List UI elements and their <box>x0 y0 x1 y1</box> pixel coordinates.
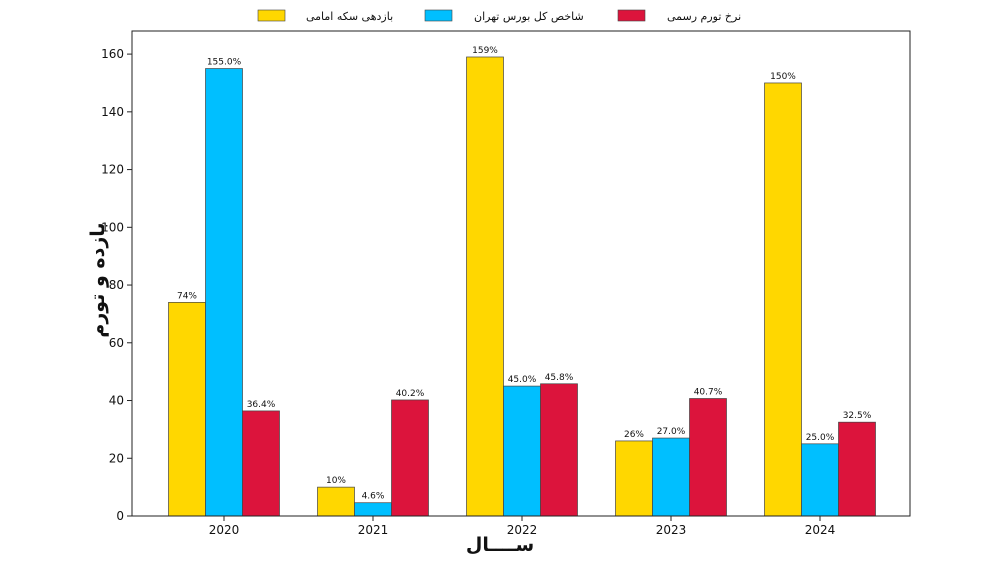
bar <box>391 399 429 517</box>
y-tick-label: 20 <box>109 451 124 465</box>
legend-swatch <box>424 9 453 22</box>
plot-frame <box>131 30 911 517</box>
legend: بازدهی سکه امامی شاخص کل بورس تهران نرخ تو… <box>257 9 741 23</box>
data-label: 159% <box>472 46 498 56</box>
x-tick-label: 2023 <box>656 523 687 537</box>
y-tick-label: 0 <box>116 509 124 523</box>
data-label: 155.0% <box>207 58 242 68</box>
data-label: 36.4% <box>247 400 276 410</box>
y-tick-label: 160 <box>101 47 124 61</box>
y-axis-title: بازده و تورم <box>87 222 109 337</box>
bar <box>317 486 355 517</box>
data-label: 10% <box>326 476 346 486</box>
legend-label: شاخص کل بورس تهران <box>474 10 584 23</box>
data-label: 26% <box>624 430 644 440</box>
data-label: 27.0% <box>657 427 686 437</box>
bar <box>689 398 727 517</box>
x-tick-label: 2024 <box>805 523 836 537</box>
bar <box>466 56 504 517</box>
bar <box>205 68 243 517</box>
y-axis: 0 20 40 60 80 100 120 140 160 <box>101 47 132 523</box>
data-label: 74% <box>177 291 197 301</box>
bar <box>838 421 876 517</box>
legend-swatch <box>617 9 646 22</box>
bar <box>652 437 690 517</box>
data-label: 40.2% <box>396 389 425 399</box>
y-tick-label: 80 <box>109 278 124 292</box>
bar <box>540 383 578 517</box>
data-label: 25.0% <box>806 433 835 443</box>
y-tick-label: 120 <box>101 163 124 177</box>
data-label: 40.7% <box>694 388 723 398</box>
bars-group: 74% 10% 159% 26% 150% 155.0% 4.6% 45.0% 27.0% 25.… <box>168 46 876 517</box>
data-label: 45.8% <box>545 373 574 383</box>
y-tick-label: 100 <box>101 220 124 234</box>
y-tick-label: 60 <box>109 336 124 350</box>
legend-label: نرخ تورم رسمی <box>667 10 741 23</box>
bar <box>168 302 206 517</box>
data-label: 4.6% <box>362 492 385 502</box>
x-tick-label: 2020 <box>209 523 240 537</box>
bar <box>354 502 392 517</box>
y-tick-label: 40 <box>109 394 124 408</box>
x-tick-label: 2022 <box>507 523 538 537</box>
data-label: 32.5% <box>843 411 872 421</box>
bar <box>801 443 839 517</box>
bar <box>242 410 280 517</box>
data-label: 150% <box>770 72 796 82</box>
legend-swatch <box>257 9 286 22</box>
bar <box>615 440 653 517</box>
bar <box>503 385 541 517</box>
y-tick-label: 140 <box>101 105 124 119</box>
data-label: 45.0% <box>508 375 537 385</box>
x-tick-label: 2021 <box>358 523 389 537</box>
x-axis: 2020 2021 2022 2023 2024 <box>209 516 836 537</box>
bar <box>764 82 802 517</box>
legend-label: بازدهی سکه امامی <box>306 10 393 23</box>
x-axis-title: ســــال <box>466 534 534 556</box>
